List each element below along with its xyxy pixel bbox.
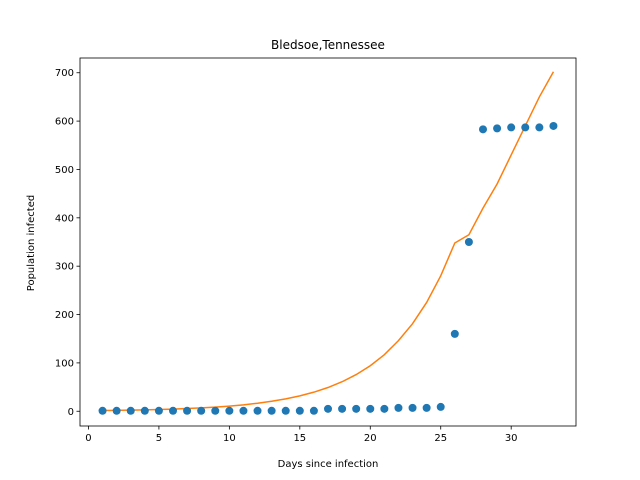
y-tick-label: 300 xyxy=(55,262,74,273)
data-point xyxy=(112,406,121,415)
data-point xyxy=(464,238,473,246)
data-point xyxy=(140,406,149,415)
y-tick-label: 100 xyxy=(55,358,74,369)
data-point xyxy=(408,403,417,412)
data-point xyxy=(281,406,290,415)
y-tick-label: 600 xyxy=(55,117,74,128)
data-point xyxy=(380,404,389,413)
data-point xyxy=(549,121,558,130)
axes-frame xyxy=(79,57,577,427)
data-point xyxy=(366,404,375,413)
data-point xyxy=(535,123,544,132)
data-point xyxy=(295,406,304,415)
x-tick-label: 20 xyxy=(364,433,377,444)
data-point xyxy=(352,404,361,413)
x-axis: 0 5 10 15 20 25 30 xyxy=(85,426,518,444)
y-axis-label: Population infected xyxy=(26,195,37,291)
data-point xyxy=(98,406,107,415)
data-point xyxy=(507,123,516,132)
y-tick-label: 200 xyxy=(55,310,74,321)
x-tick-label: 25 xyxy=(434,433,447,444)
x-axis-label: Days since infection xyxy=(278,459,379,470)
y-tick-label: 400 xyxy=(55,213,74,224)
data-point xyxy=(154,406,163,415)
data-point xyxy=(267,406,276,415)
data-point xyxy=(309,406,318,415)
data-point xyxy=(169,406,177,415)
fit-line xyxy=(102,71,555,412)
x-tick-label: 30 xyxy=(505,433,518,444)
data-point xyxy=(197,406,206,415)
y-axis: 0 100 200 300 400 500 600 700 xyxy=(55,68,80,418)
data-point xyxy=(521,123,530,132)
data-point xyxy=(479,125,487,134)
data-point xyxy=(493,124,502,133)
data-point xyxy=(450,329,459,338)
x-tick-label: 10 xyxy=(223,433,236,444)
y-tick-label: 0 xyxy=(68,407,74,418)
series-layer xyxy=(98,71,558,415)
data-point xyxy=(183,406,192,415)
y-tick-label: 700 xyxy=(55,68,74,79)
data-point xyxy=(338,404,347,413)
data-point xyxy=(225,406,234,415)
data-point xyxy=(394,403,403,412)
y-tick-label: 500 xyxy=(55,165,74,176)
plot-area xyxy=(98,71,558,415)
data-point xyxy=(211,406,220,415)
x-tick-label: 0 xyxy=(85,433,91,444)
chart-title: Bledsoe,Tennessee xyxy=(271,38,385,52)
x-tick-label: 15 xyxy=(293,433,306,444)
data-point xyxy=(253,406,262,415)
data-point xyxy=(324,404,332,413)
x-tick-label: 5 xyxy=(156,433,162,444)
data-point xyxy=(422,403,431,412)
data-point xyxy=(436,402,445,411)
data-point xyxy=(239,406,248,415)
data-point xyxy=(126,406,135,415)
